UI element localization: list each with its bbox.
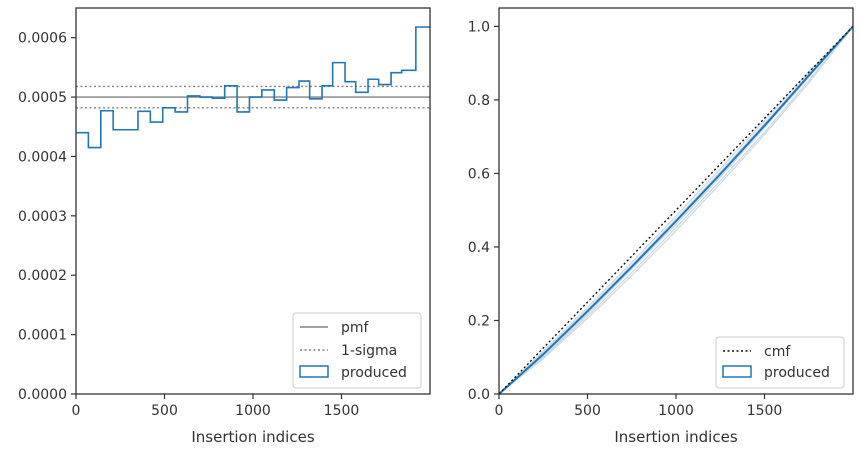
cmf-x-axis-label: Insertion indices: [614, 428, 737, 446]
sigma-legend-label: 1-sigma: [341, 343, 397, 359]
cmf-y-tick-label: 0.2: [468, 313, 490, 329]
cmf-x-tick-label: 1000: [658, 403, 694, 419]
pmf-x-axis: 0 500 1000 1500: [72, 394, 360, 419]
cmf-x-tick-label: 500: [574, 403, 601, 419]
pmf-legend: pmf 1-sigma produced: [292, 312, 422, 389]
pmf-legend-label: pmf: [341, 320, 370, 336]
faint-cmf-line: [498, 26, 854, 395]
pmf-y-tick-label: 0.0000: [18, 387, 67, 403]
cmf-legend-box: [715, 336, 845, 389]
pmf-x-tick-label: 1500: [324, 403, 360, 419]
cmf-y-tick-label: 0.0: [468, 387, 490, 403]
pmf-legend-box: [292, 312, 422, 389]
pmf-panel: 0 500 1000 1500 0.00000.00010.00020.00030.0…: [18, 7, 431, 446]
produced-step-line: [76, 26, 430, 149]
cmf-legend: cmf produced: [715, 336, 845, 389]
pmf-y-tick-label: 0.0004: [18, 149, 67, 165]
produced-cmf-line: [498, 25, 854, 395]
cmf-legend-label: cmf: [764, 344, 791, 360]
cmf-y-tick-label: 0.8: [468, 93, 490, 109]
cmf-x-tick-label: 0: [495, 403, 504, 419]
cmf-main-lines-layer: [498, 25, 854, 395]
cmf-produced-legend-swatch: [722, 365, 752, 378]
cmf-y-tick-label: 1.0: [468, 19, 490, 35]
pmf-x-axis-label: Insertion indices: [191, 428, 314, 446]
pmf-x-tick-label: 0: [72, 403, 81, 419]
faint-cmf-line: [498, 25, 854, 395]
pmf-x-tick-label: 500: [151, 403, 178, 419]
pmf-y-tick-label: 0.0003: [18, 209, 67, 225]
pmf-y-tick-label: 0.0002: [18, 268, 67, 284]
cmf-y-axis: 0.0 0.2 0.4 0.6 0.8 1.0: [468, 19, 499, 403]
faint-cmf-line: [498, 25, 854, 395]
cmf-y-tick-label: 0.4: [468, 240, 490, 256]
produced-legend-label: produced: [341, 365, 407, 381]
pmf-y-axis: 0.0000 0.0001 0.0002 0.0003 0.0004 0.0005 0.00…: [18, 31, 76, 403]
pmf-x-tick-label: 1000: [235, 403, 271, 419]
produced-histogram-layer: [76, 26, 430, 149]
cmf-x-tick-label: 1500: [747, 403, 783, 419]
produced-legend-swatch: [299, 365, 329, 378]
cmf-x-axis: 0 500 1000 1500: [495, 394, 783, 419]
pmf-y-tick-label: 0.0001: [18, 328, 67, 344]
cmf-y-tick-label: 0.6: [468, 166, 490, 182]
faint-cmf-line: [498, 26, 854, 395]
cmf-panel: 0 500 1000 1500 0.0 0.2 0.4 0.6 0.8 1.0 Insertio…: [468, 7, 854, 446]
cmf-produced-legend-label: produced: [764, 365, 830, 381]
pmf-y-tick-label: 0.0006: [18, 31, 67, 47]
pmf-y-tick-label: 0.0005: [18, 90, 67, 106]
